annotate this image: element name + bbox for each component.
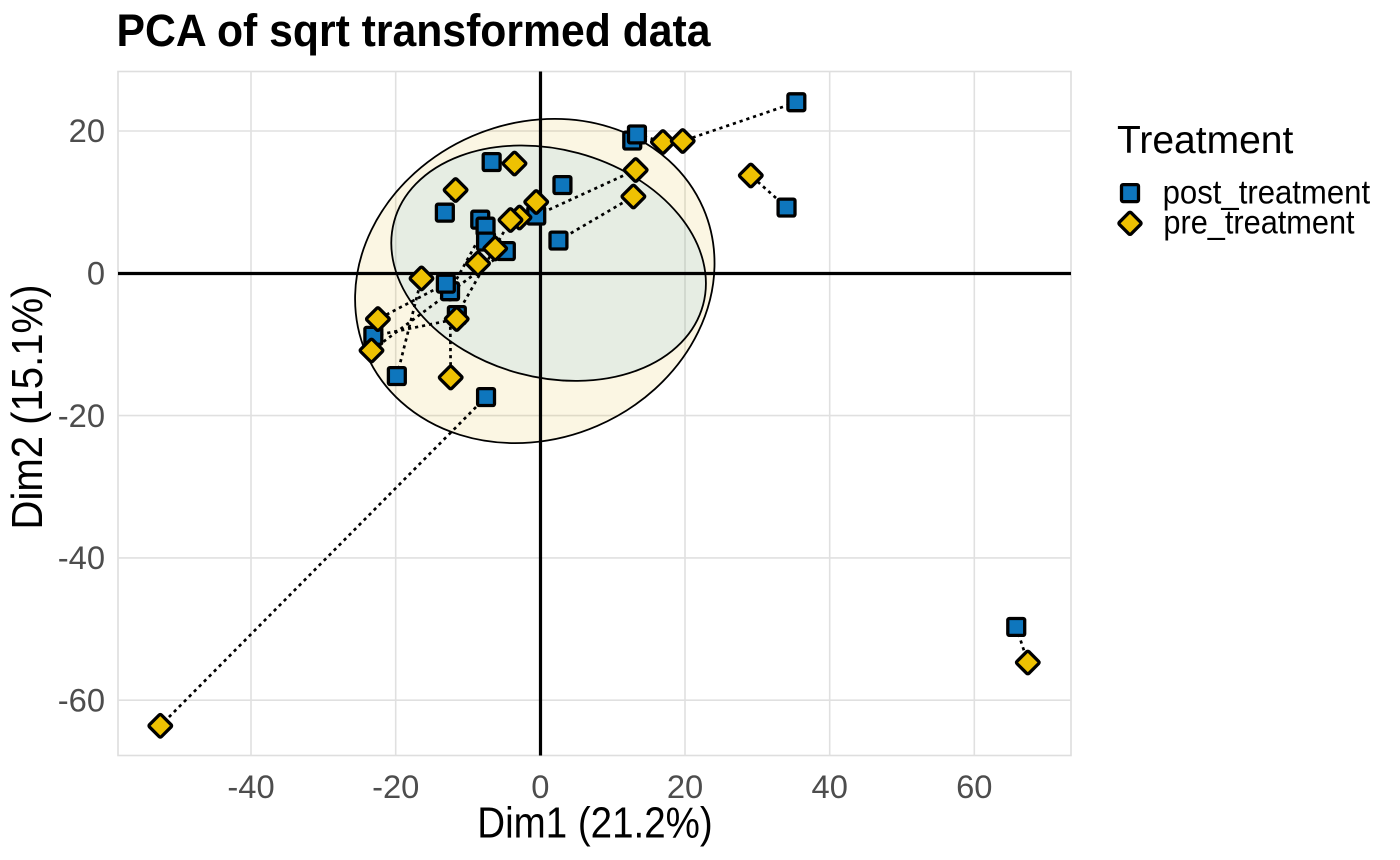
svg-text:-40: -40 [227,768,274,805]
svg-text:60: 60 [956,768,992,805]
svg-text:Treatment: Treatment [1117,119,1293,162]
svg-text:-40: -40 [58,539,105,576]
svg-text:40: 40 [812,768,848,805]
svg-text:post_treatment: post_treatment [1163,175,1371,212]
svg-text:0: 0 [87,255,105,292]
svg-text:-20: -20 [58,397,105,434]
svg-text:0: 0 [531,768,549,805]
svg-text:20: 20 [69,112,105,149]
svg-text:20: 20 [667,768,703,805]
svg-text:pre_treatment: pre_treatment [1163,204,1355,241]
svg-text:-60: -60 [58,681,105,718]
svg-text:-20: -20 [372,768,419,805]
svg-text:PCA of sqrt transformed data: PCA of sqrt transformed data [117,5,711,56]
svg-text:Dim2 (15.1%): Dim2 (15.1%) [4,285,52,530]
svg-text:Dim1 (21.2%): Dim1 (21.2%) [477,800,712,848]
